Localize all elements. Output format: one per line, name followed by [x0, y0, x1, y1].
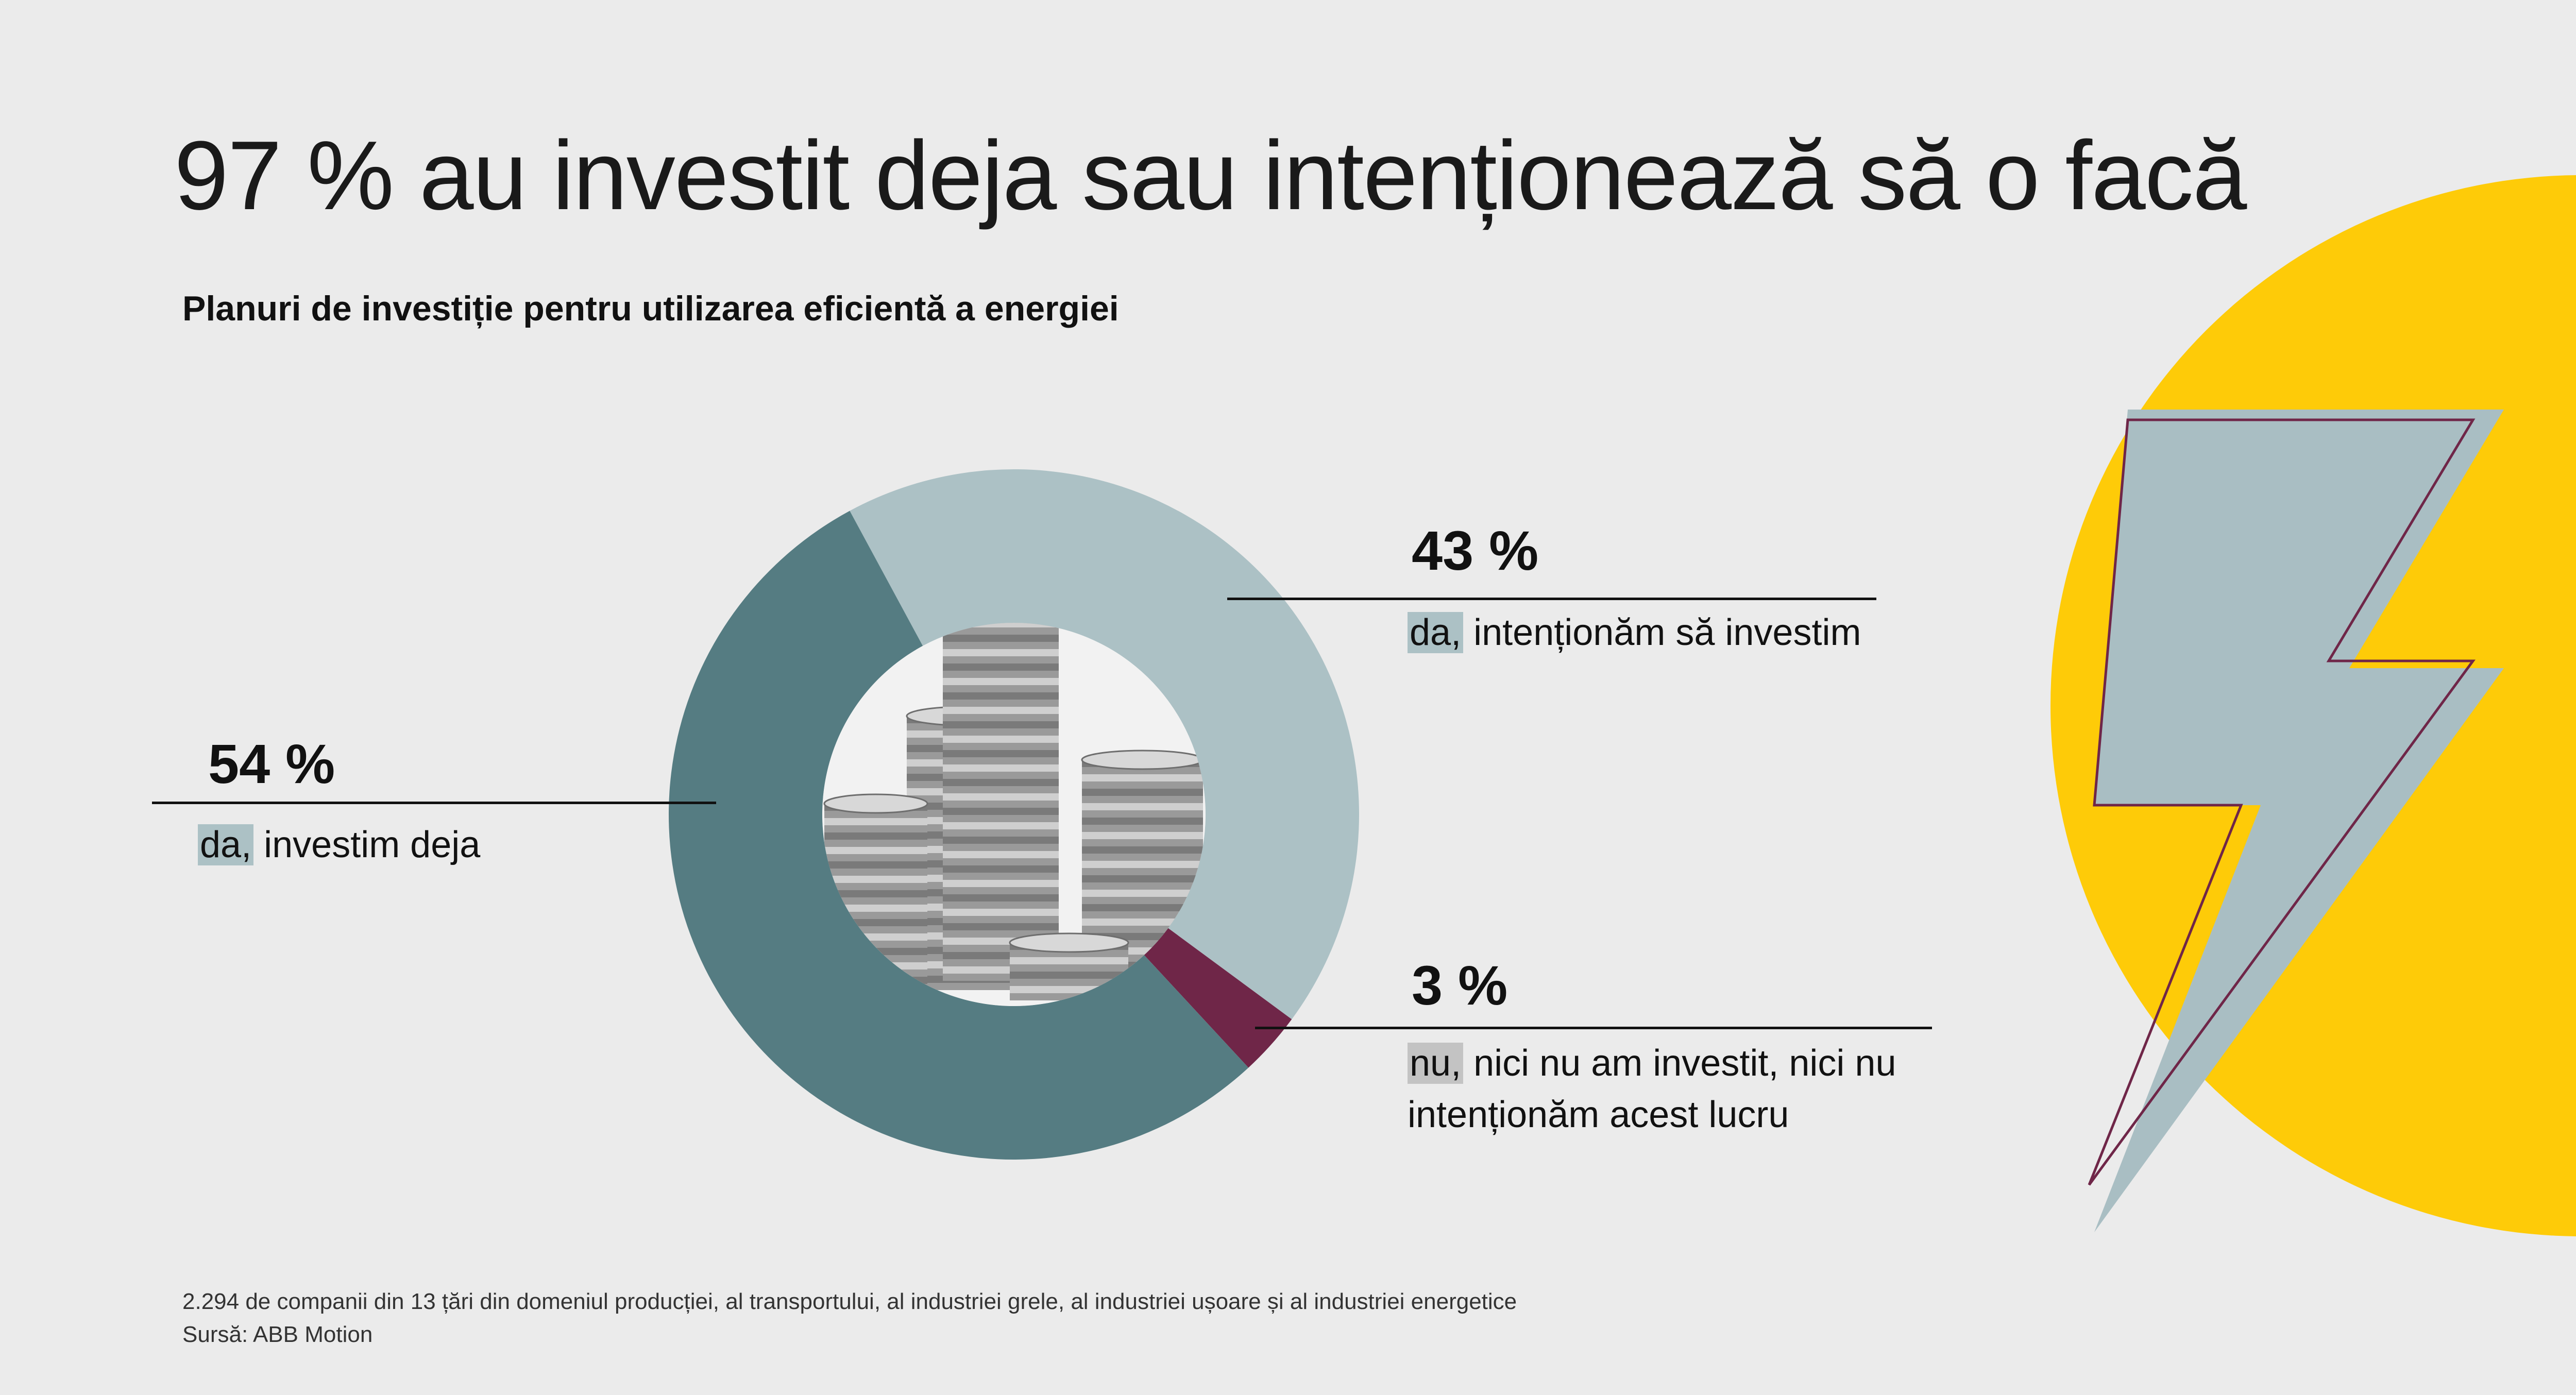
- page-title: 97 % au investit deja sau intenționează …: [174, 121, 2247, 230]
- coin-stack: [943, 623, 1059, 981]
- footnote: 2.294 de companii din 13 țări din domeni…: [182, 1289, 1517, 1314]
- source-note: Sursă: ABB Motion: [182, 1322, 373, 1347]
- answer-tag-nu: nu,: [1408, 1043, 1464, 1084]
- answer-tag-da: da,: [1408, 612, 1464, 653]
- answer-tag-da: da,: [198, 824, 254, 865]
- slice-label-percent-43: 43 %: [1412, 519, 1539, 582]
- lightning-bolt-outline: [2088, 418, 2476, 1186]
- slice-label-text-3: nu, nici nu am investit, nici nu intenți…: [1408, 1037, 1923, 1141]
- leader-line-43: [1227, 598, 1876, 600]
- leader-line-54: [152, 802, 716, 804]
- coin-stack: [1009, 932, 1129, 1000]
- answer-text: intenționăm să investim: [1473, 612, 1861, 653]
- answer-text: investim deja: [264, 824, 481, 865]
- donut-slice-54: [668, 511, 1249, 1160]
- slice-label-text-43: da, intenționăm să investim: [1408, 607, 1861, 658]
- answer-text: nici nu am investit, nici nu intenționăm…: [1408, 1043, 1896, 1135]
- leader-line-3: [1255, 1027, 1932, 1029]
- donut-slice-3: [1144, 928, 1292, 1068]
- coin-stack: [823, 793, 928, 1006]
- slice-label-percent-3: 3 %: [1412, 954, 1508, 1016]
- slice-label-text-54: da, investim deja: [198, 819, 480, 871]
- donut-slice-43: [850, 469, 1360, 1019]
- slice-label-percent-54: 54 %: [208, 733, 335, 795]
- chart-subtitle: Planuri de investiție pentru utilizarea …: [182, 289, 1119, 328]
- lightning-bolt-icon: [2094, 410, 2504, 1232]
